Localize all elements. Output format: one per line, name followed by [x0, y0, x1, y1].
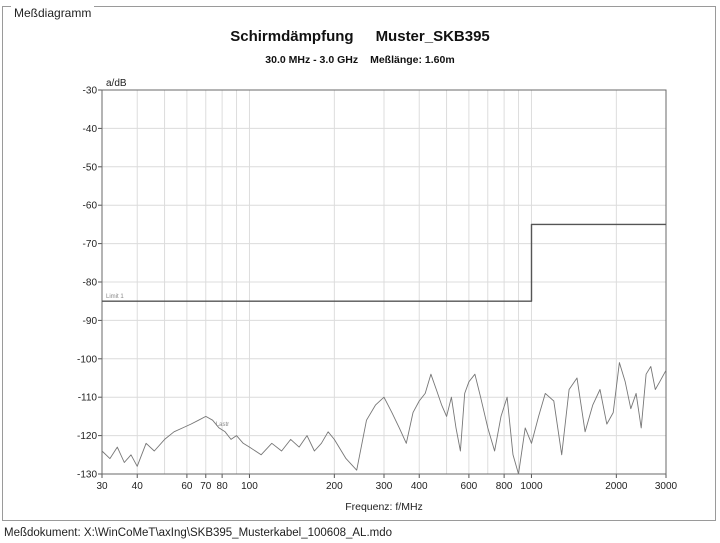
- y-tick-label: -100: [77, 354, 97, 365]
- chart-subtitle: 30.0 MHz - 3.0 GHz Meßlänge: 1.60m: [0, 54, 720, 66]
- document-path: Meßdokument: X:\WinCoMeT\axIng\SKB395_Mu…: [4, 527, 393, 539]
- x-tick-label: 70: [200, 481, 212, 492]
- y-tick-label: -70: [83, 239, 98, 250]
- x-tick-label: 400: [411, 481, 428, 492]
- limit-line-label: Limit 1: [106, 294, 124, 300]
- y-tick-label: -80: [83, 278, 98, 289]
- chart-subtitle-range: 30.0 MHz - 3.0 GHz: [265, 54, 359, 66]
- x-tick-label: 40: [132, 481, 144, 492]
- measurement-panel: Meßdiagramm: [2, 6, 716, 521]
- x-tick-label: 2000: [605, 481, 628, 492]
- x-tick-label: 600: [461, 481, 478, 492]
- plot-frame: [101, 89, 667, 475]
- panel-title: Meßdiagramm: [11, 6, 95, 20]
- y-tick-label: -30: [83, 86, 98, 97]
- grid: [98, 89, 667, 478]
- x-tick-label: 3000: [655, 481, 678, 492]
- x-axis-label: Frequenz: f/MHz: [345, 501, 423, 513]
- measurement-line-label: Lastr: [216, 422, 229, 428]
- x-tick-label: 800: [496, 481, 513, 492]
- y-tick-label: -60: [83, 201, 98, 212]
- y-tick-label: -110: [78, 393, 98, 404]
- chart-title-sample: Muster_SKB395: [375, 28, 490, 45]
- chart-title: Schirmdämpfung Muster_SKB395: [0, 28, 720, 45]
- x-tick-label: 60: [181, 481, 193, 492]
- x-tick-label: 30: [96, 481, 108, 492]
- series-layer: [101, 223, 667, 475]
- y-tick-label: -40: [83, 124, 98, 135]
- chart-subtitle-length: Meßlänge: 1.60m: [370, 54, 455, 66]
- x-tick-label: 100: [241, 481, 258, 492]
- x-tick-label: 200: [326, 481, 343, 492]
- y-axis-label: a/dB: [106, 78, 127, 89]
- measurement-line: [101, 362, 667, 475]
- x-tick-label: 80: [217, 481, 229, 492]
- y-tick-label: -130: [77, 470, 97, 481]
- y-tick-label: -90: [83, 316, 98, 327]
- x-tick-label: 1000: [520, 481, 543, 492]
- x-tick-label: 300: [376, 481, 393, 492]
- y-tick-label: -120: [77, 431, 97, 442]
- chart-title-measurement: Schirmdämpfung: [230, 28, 354, 45]
- y-tick-label: -50: [83, 162, 98, 173]
- limit-line: [102, 223, 666, 302]
